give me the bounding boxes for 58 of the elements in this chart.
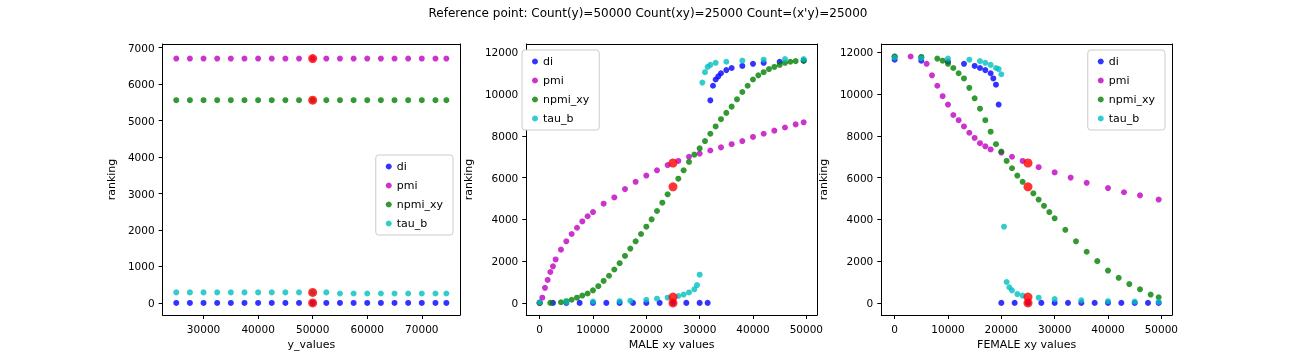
y-tick-label: 4000 — [127, 151, 155, 164]
y-tick-label: 10000 — [839, 88, 874, 101]
y-tick-label: 1000 — [127, 260, 155, 273]
x-tick-label: 0 — [536, 322, 543, 335]
legend-label: tau_b — [396, 217, 428, 230]
x-tick-label: 50000 — [789, 322, 824, 335]
y-axis-title: ranking — [817, 158, 830, 201]
chart-title: Reference point: Count(y)=50000 Count(xy)=25000 Count=(x'y)=25000 — [427, 6, 869, 20]
y-tick-label: 6000 — [127, 78, 155, 91]
x-tick-label: 20000 — [984, 322, 1019, 335]
y-tick-label: 2000 — [127, 224, 155, 237]
legend-label: tau_b — [1108, 112, 1140, 125]
y-tick-label: 0 — [511, 296, 519, 309]
y-tick-label: 2000 — [491, 255, 519, 268]
x-tick-label: 10000 — [931, 322, 965, 335]
x-tick-label: 50000 — [1144, 322, 1179, 335]
y-axis-title: ranking — [462, 158, 475, 201]
x-tick-label: 0 — [891, 322, 898, 335]
y-tick-label: 8000 — [846, 129, 874, 142]
y-tick-label: 5000 — [127, 114, 155, 127]
y-tick-label: 6000 — [846, 171, 874, 184]
legend-label: tau_b — [543, 112, 574, 125]
y-tick-label: 0 — [147, 296, 155, 309]
x-tick-label: 40000 — [736, 322, 770, 335]
x-tick-label: 70000 — [405, 322, 439, 335]
legend-label: npmi_xy — [396, 198, 444, 211]
x-tick-label: 50000 — [295, 322, 330, 335]
y-tick-label: 4000 — [846, 213, 874, 226]
legend-label: pmi — [543, 74, 564, 87]
legend-label: npmi_xy — [1108, 93, 1156, 106]
legend-label: npmi_xy — [543, 93, 590, 106]
y-tick-label: 2000 — [846, 255, 874, 268]
y-tick-label: 4000 — [491, 213, 519, 226]
y-tick-label: 0 — [866, 296, 874, 309]
x-tick-label: 40000 — [1091, 322, 1125, 335]
x-tick-label: 30000 — [1037, 322, 1072, 335]
x-axis-title: FEMALE xy values — [977, 337, 1077, 351]
x-tick-label: 30000 — [682, 322, 717, 335]
legend-label: pmi — [396, 179, 418, 192]
x-axis-title: y_values — [287, 337, 336, 351]
x-tick-label: 40000 — [241, 322, 275, 335]
legend-label: di — [396, 160, 407, 173]
y-axis-title: ranking — [105, 158, 118, 201]
legend-label: di — [543, 55, 554, 68]
y-tick-label: 10000 — [484, 88, 519, 101]
y-tick-label: 7000 — [127, 41, 155, 54]
x-tick-label: 30000 — [186, 322, 221, 335]
y-tick-label: 3000 — [127, 187, 155, 200]
legend-label: pmi — [1108, 74, 1130, 87]
x-tick-label: 10000 — [576, 322, 610, 335]
y-tick-label: 8000 — [491, 129, 519, 142]
y-tick-label: 12000 — [484, 46, 519, 59]
y-tick-label: 6000 — [491, 171, 519, 184]
x-tick-label: 60000 — [350, 322, 384, 335]
x-axis-title: MALE xy values — [628, 337, 715, 351]
legend-label: di — [1108, 55, 1119, 68]
x-tick-label: 20000 — [629, 322, 664, 335]
y-tick-label: 12000 — [839, 46, 874, 59]
